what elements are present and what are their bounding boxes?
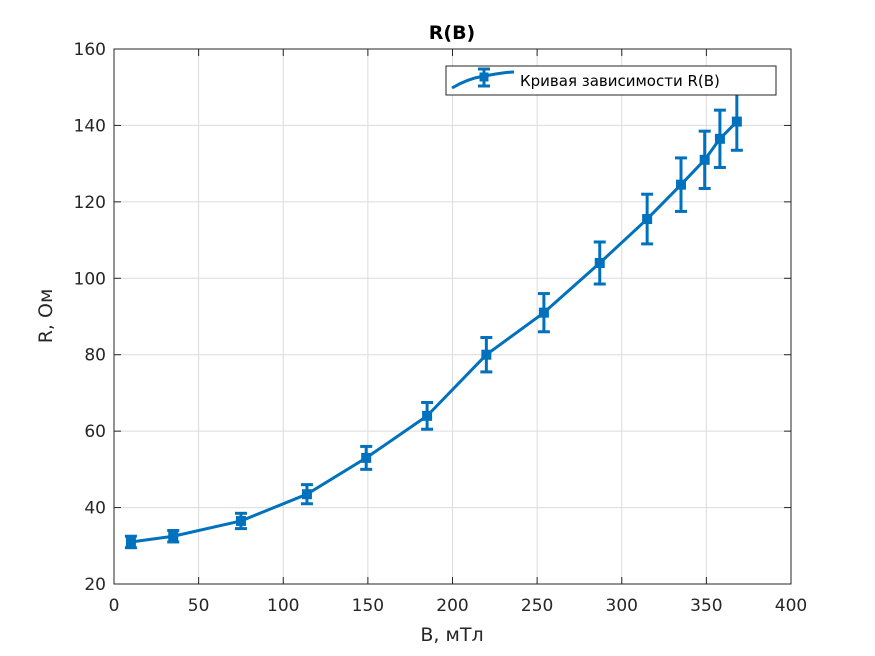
y-tick-label: 160 xyxy=(74,40,106,60)
data-point xyxy=(481,349,492,360)
data-point xyxy=(675,179,686,190)
data-point xyxy=(731,116,742,127)
x-tick-label: 250 xyxy=(521,596,553,616)
x-tick-label: 0 xyxy=(109,596,120,616)
x-tick-label: 100 xyxy=(267,596,299,616)
data-point xyxy=(699,154,710,165)
data-point xyxy=(594,258,605,268)
legend-symbol xyxy=(451,67,515,90)
data-point xyxy=(538,307,549,318)
x-tick-label: 50 xyxy=(188,596,210,616)
y-tick-label: 140 xyxy=(74,116,106,136)
series-layer xyxy=(124,91,743,550)
legend: Кривая зависимости R(B) xyxy=(445,65,777,96)
tick-labels: 0 50 100 150 200 250 300 350 400 20 40 60 80 100 120 14… xyxy=(74,40,808,616)
ticks xyxy=(113,48,792,585)
y-tick-label: 40 xyxy=(84,499,106,519)
x-tick-label: 300 xyxy=(606,596,638,616)
data-point xyxy=(361,452,372,463)
y-tick-label: 120 xyxy=(74,193,106,213)
data-point xyxy=(125,536,136,547)
data-point xyxy=(422,410,433,421)
grid xyxy=(114,49,791,584)
y-tick-label: 20 xyxy=(84,575,106,595)
x-tick-label: 200 xyxy=(436,596,468,616)
y-tick-label: 60 xyxy=(84,422,106,442)
x-tick-label: 350 xyxy=(690,596,722,616)
x-axis-label: B, мТл xyxy=(420,624,483,646)
data-point xyxy=(301,489,312,500)
y-tick-label: 80 xyxy=(84,346,106,366)
data-point xyxy=(714,133,725,144)
chart-title: R(B) xyxy=(429,22,475,44)
legend-entry-label: Кривая зависимости R(B) xyxy=(520,72,720,90)
y-tick-label: 100 xyxy=(74,269,106,289)
data-point xyxy=(235,515,246,526)
x-tick-label: 400 xyxy=(775,596,807,616)
data-point xyxy=(168,531,179,542)
data-point xyxy=(642,214,653,225)
series-0 xyxy=(124,91,743,550)
legend-box xyxy=(445,65,777,96)
y-axis-label: R, Ом xyxy=(35,289,57,344)
x-tick-label: 150 xyxy=(352,596,384,616)
